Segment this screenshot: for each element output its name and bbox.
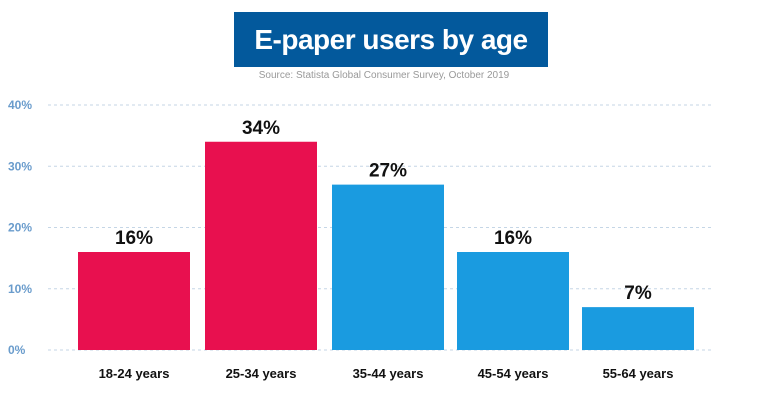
chart-title: E-paper users by age bbox=[234, 12, 548, 67]
x-tick-label: 45-54 years bbox=[478, 366, 549, 381]
x-tick-label: 35-44 years bbox=[353, 366, 424, 381]
chart-source: Source: Statista Global Consumer Survey,… bbox=[258, 70, 510, 81]
x-tick-label: 25-34 years bbox=[226, 366, 297, 381]
bar bbox=[582, 307, 694, 350]
y-tick-label: 0% bbox=[8, 343, 26, 357]
bar bbox=[332, 184, 444, 350]
y-tick-label: 40% bbox=[8, 98, 32, 112]
data-label: 16% bbox=[494, 228, 532, 249]
data-label: 34% bbox=[242, 118, 280, 139]
y-tick-label: 20% bbox=[8, 221, 32, 235]
data-label: 27% bbox=[369, 161, 407, 182]
x-tick-label: 18-24 years bbox=[99, 366, 170, 381]
bar bbox=[457, 252, 569, 350]
y-tick-label: 10% bbox=[8, 282, 32, 296]
data-label: 7% bbox=[624, 283, 652, 304]
bar bbox=[205, 141, 317, 350]
y-tick-label: 30% bbox=[8, 159, 32, 173]
bar bbox=[78, 252, 190, 350]
x-tick-label: 55-64 years bbox=[603, 366, 674, 381]
data-label: 16% bbox=[115, 228, 153, 249]
